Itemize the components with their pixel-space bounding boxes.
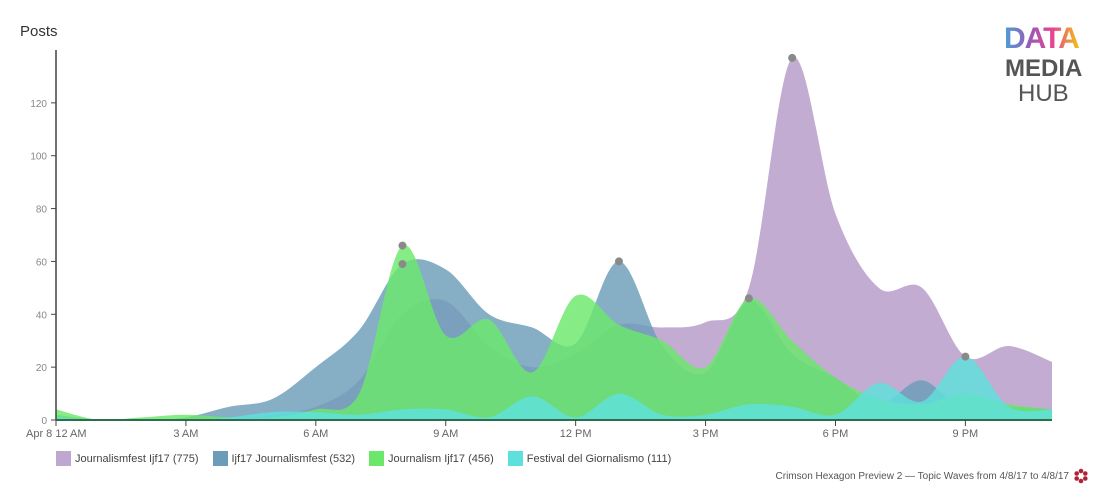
data-marker[interactable] <box>398 260 407 269</box>
legend-item[interactable]: Journalism Ijf17 (456) <box>369 451 494 466</box>
x-tick-label: 6 PM <box>823 428 849 440</box>
y-axis-title: Posts <box>20 23 58 40</box>
legend-swatch <box>507 451 523 466</box>
x-tick-label: 9 AM <box>433 428 458 440</box>
x-tick-label: 6 AM <box>303 428 328 440</box>
y-tick-label: 80 <box>36 205 48 216</box>
logo-text-hub: HUB <box>1018 80 1069 106</box>
hexagon-logo-icon <box>1074 468 1088 484</box>
legend-swatch <box>212 451 228 466</box>
series-area-1[interactable] <box>56 57 1052 421</box>
series-area-4[interactable] <box>56 356 1052 420</box>
data-media-hub-logo: DATA MEDIA HUB <box>1004 22 1082 106</box>
y-tick-label: 0 <box>41 416 47 427</box>
legend-swatch <box>56 451 71 466</box>
legend-item[interactable]: Festival del Giornalismo (111) <box>507 451 672 466</box>
y-tick-label: 60 <box>36 257 48 268</box>
legend-item[interactable]: Journalismfest Ijf17 (775) <box>56 451 199 466</box>
axes: 0 20 40 60 80 100 120 Apr 8 12 AM 3 AM 6 AM 9 AM 12… <box>26 50 1052 440</box>
legend-label: Journalismfest Ijf17 (775) <box>75 452 199 465</box>
y-tick-label: 100 <box>30 152 47 163</box>
x-tick-label: 3 PM <box>693 428 719 440</box>
y-tick-label: 120 <box>30 99 47 110</box>
legend-label: Ijf17 Journalismfest (532) <box>231 452 356 465</box>
x-tick-label: 3 AM <box>173 428 198 440</box>
data-marker[interactable] <box>614 257 623 266</box>
logo-text-data: DATA <box>1004 22 1079 55</box>
legend-item[interactable]: Ijf17 Journalismfest (532) <box>212 451 356 466</box>
x-tick-label: 9 PM <box>953 428 979 440</box>
y-tick-label: 40 <box>36 310 48 321</box>
legend-label: Journalism Ijf17 (456) <box>388 452 494 465</box>
legend-label: Festival del Giornalismo (111) <box>526 452 672 465</box>
y-tick-label: 20 <box>36 363 48 374</box>
legend: Journalismfest Ijf17 (775) Ijf17 Journal… <box>56 451 671 466</box>
x-tick-label: Apr 8 12 AM <box>26 428 87 440</box>
series-areas <box>56 57 1052 421</box>
data-marker[interactable] <box>961 352 970 361</box>
data-marker[interactable] <box>398 241 407 250</box>
logo-text-media: MEDIA <box>1005 55 1082 82</box>
x-tick-label: 12 PM <box>560 428 592 440</box>
series-area-3[interactable] <box>56 244 1052 420</box>
legend-swatch <box>369 451 384 466</box>
data-marker[interactable] <box>744 294 753 303</box>
data-marker[interactable] <box>788 53 797 62</box>
data-markers <box>398 53 970 361</box>
footer-caption: Crimson Hexagon Preview 2 — Topic Waves … <box>775 471 1069 482</box>
